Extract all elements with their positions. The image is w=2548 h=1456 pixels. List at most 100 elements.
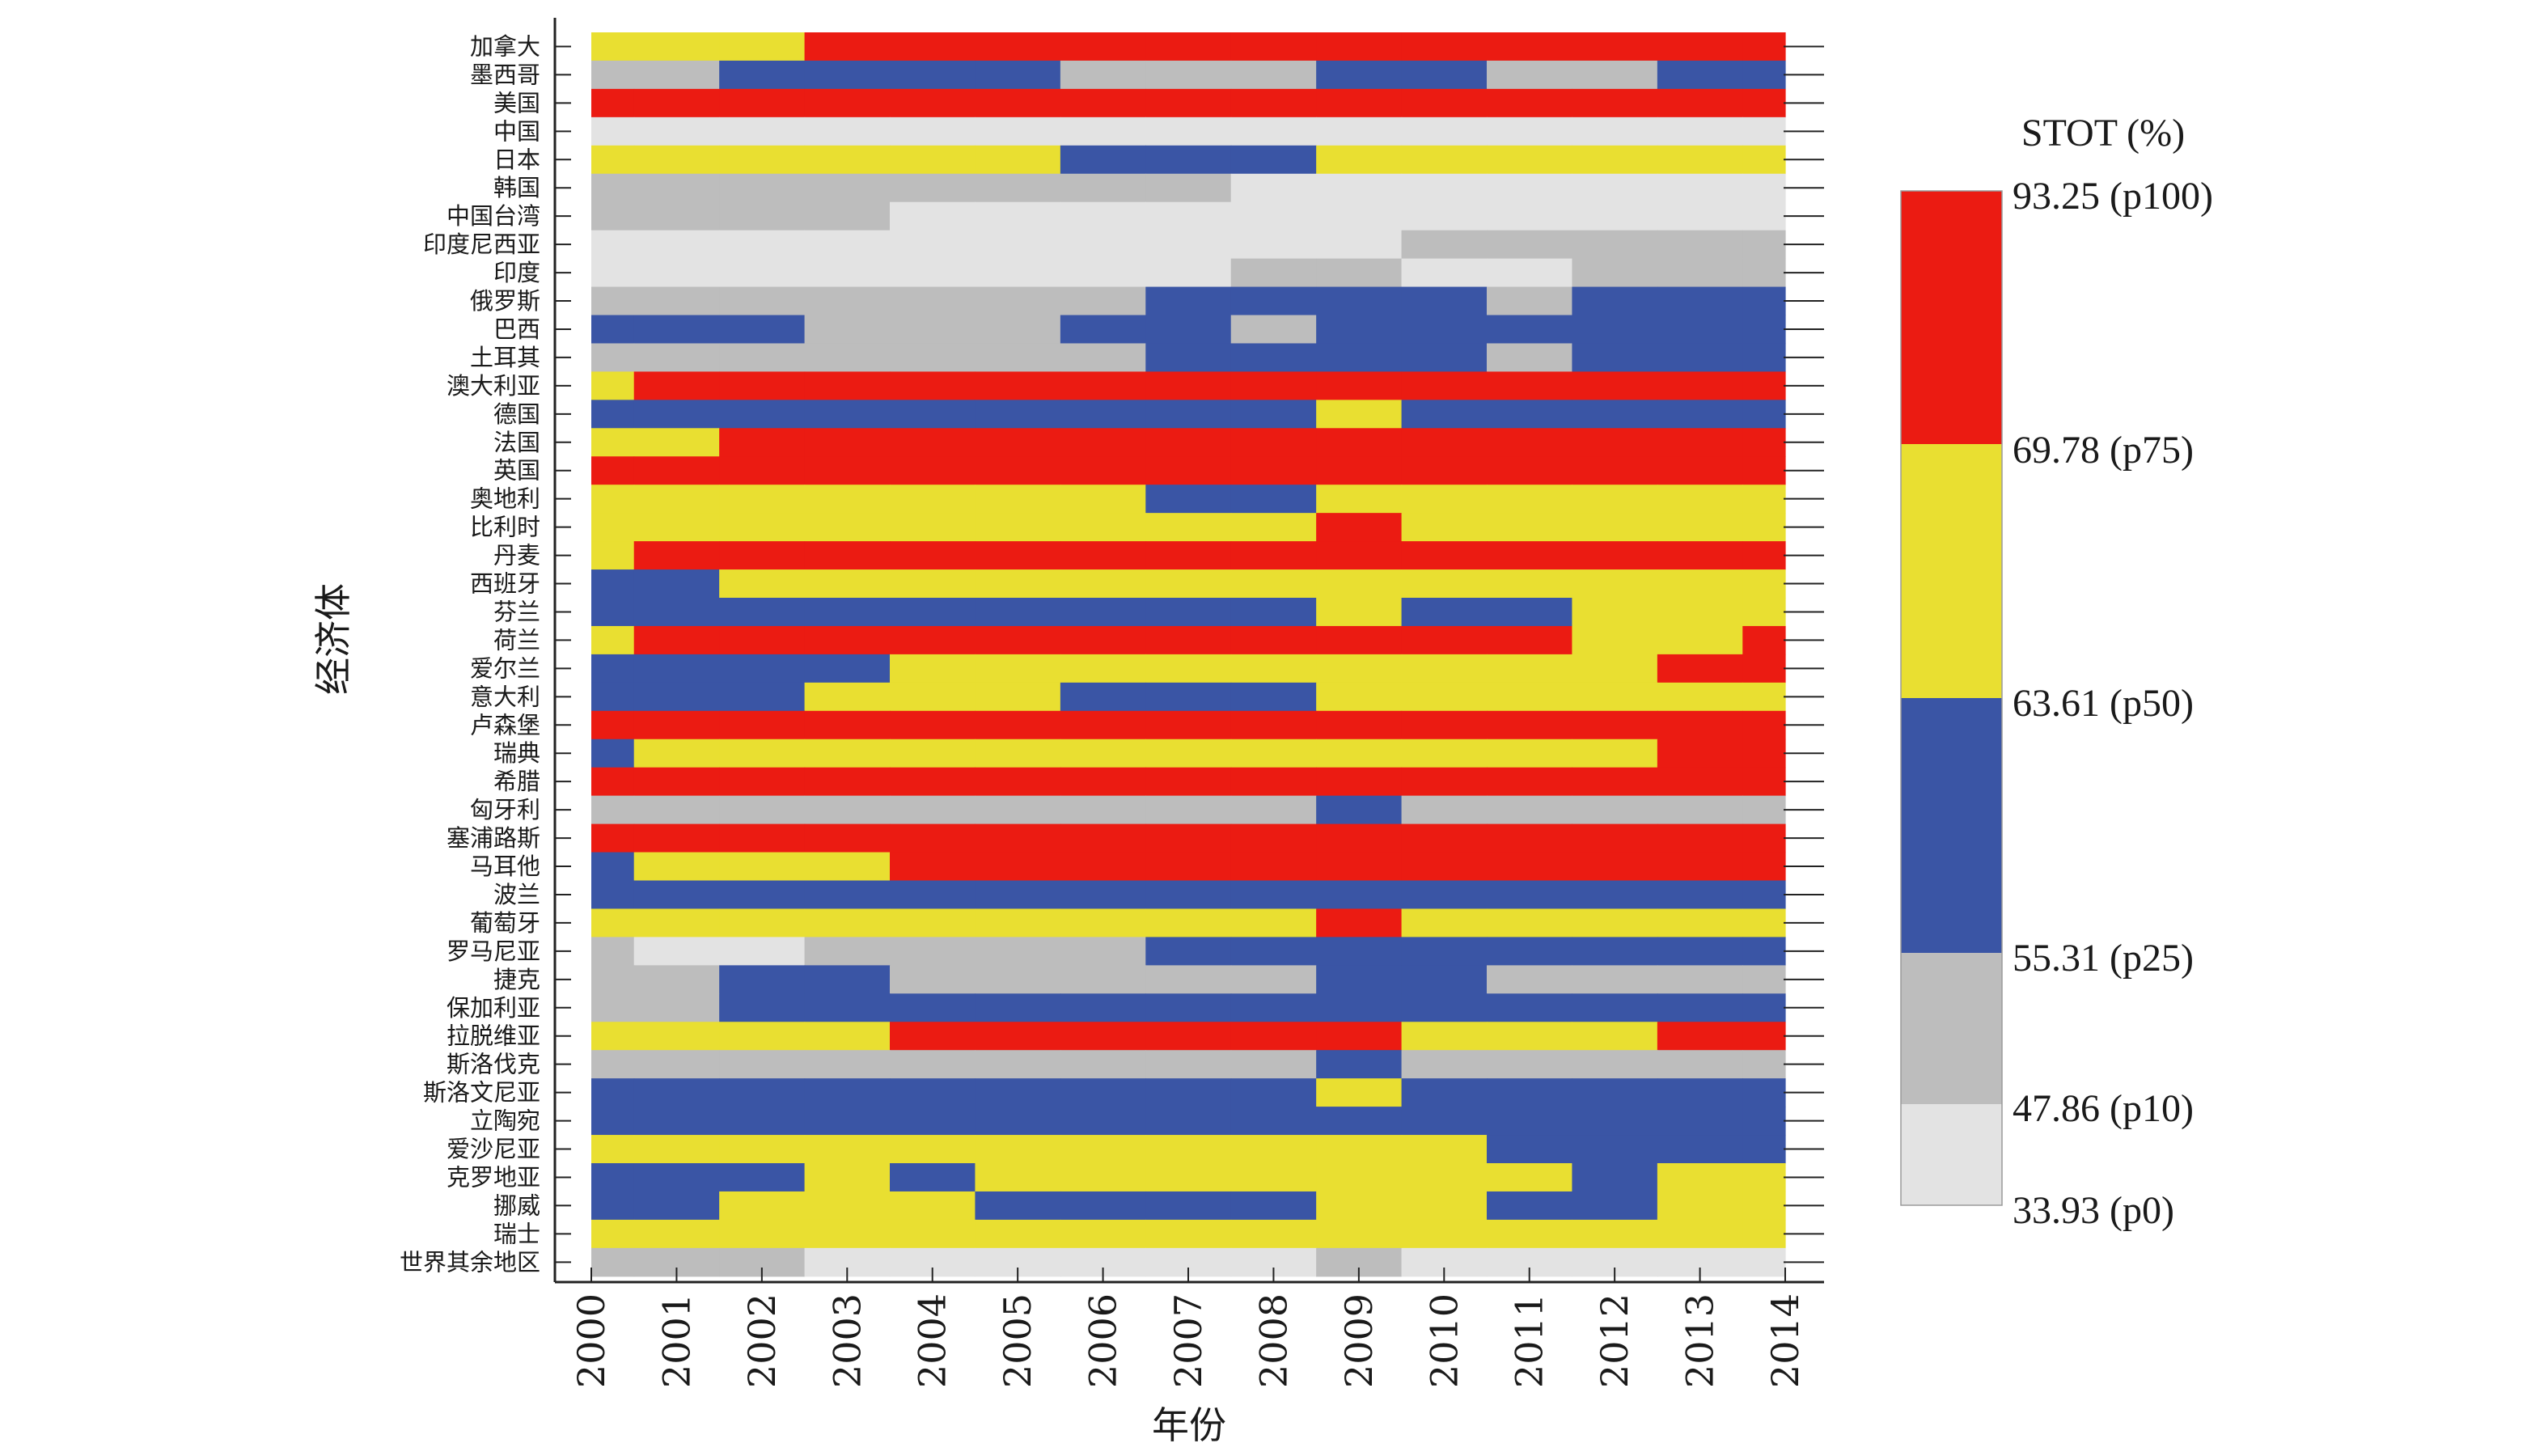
heatmap-cell	[975, 60, 1061, 90]
heatmap-cell	[975, 852, 1061, 882]
heatmap-cell	[1487, 286, 1573, 316]
heatmap-cell	[975, 993, 1061, 1022]
heatmap-cell	[1316, 767, 1403, 797]
heatmap-cell	[1657, 315, 1743, 345]
heatmap-cell	[804, 60, 891, 90]
heatmap-cell	[1742, 400, 1786, 429]
heatmap-cell	[719, 739, 806, 768]
heatmap-cell	[1060, 258, 1146, 288]
heatmap-cell	[1487, 1135, 1573, 1164]
heatmap-cell	[804, 343, 891, 372]
heatmap-cell	[633, 965, 720, 994]
heatmap-cell	[1145, 1078, 1232, 1107]
heatmap-cell	[719, 371, 806, 400]
heatmap-cell	[1401, 908, 1488, 938]
heatmap-cell	[1316, 993, 1403, 1022]
heatmap-cell	[719, 428, 806, 457]
heatmap-cell	[591, 965, 635, 994]
y-tick-label: 印度尼西亚	[423, 231, 540, 258]
heatmap-cell	[1230, 201, 1317, 231]
heatmap-cell	[1316, 343, 1403, 372]
heatmap-cell	[1316, 371, 1403, 400]
legend-label: 55.31 (p25)	[2013, 937, 2194, 980]
heatmap-cell	[1316, 682, 1403, 712]
heatmap-cell	[804, 286, 891, 316]
heatmap-cell	[890, 541, 976, 570]
heatmap-cell	[1145, 739, 1232, 768]
heatmap-cell	[633, 428, 720, 457]
heatmap-cell	[1487, 682, 1573, 712]
heatmap-cell	[719, 880, 806, 910]
heatmap-cell	[591, 710, 635, 740]
heatmap-cell	[1230, 965, 1317, 994]
y-tick-label: 克罗地亚	[447, 1163, 540, 1191]
heatmap-cell	[1487, 908, 1573, 938]
heatmap-cell	[1572, 428, 1658, 457]
heatmap-cell	[1145, 598, 1232, 627]
heatmap-cell	[1316, 428, 1403, 457]
heatmap-cell	[1145, 343, 1232, 372]
heatmap-cell	[1572, 1078, 1658, 1107]
heatmap-cell	[890, 654, 976, 684]
heatmap-cell	[975, 1078, 1061, 1107]
heatmap-cell	[1401, 880, 1488, 910]
heatmap-cell	[1657, 1107, 1743, 1136]
legend-label: 69.78 (p75)	[2013, 429, 2194, 472]
heatmap-cell	[1060, 201, 1146, 231]
heatmap-cell	[1657, 258, 1743, 288]
heatmap-cell	[719, 513, 806, 542]
heatmap-cell	[591, 852, 635, 882]
heatmap-cell	[633, 88, 720, 118]
heatmap-cell	[890, 598, 976, 627]
heatmap-cell	[1657, 230, 1743, 260]
heatmap-cell	[890, 485, 976, 514]
heatmap-cell	[1572, 32, 1658, 61]
heatmap-cell	[591, 315, 635, 345]
y-tick-label: 丹麦	[493, 542, 540, 569]
heatmap-cell	[1060, 60, 1146, 90]
heatmap-cell	[975, 286, 1061, 316]
heatmap-cell	[1742, 1107, 1786, 1136]
heatmap-cell	[1487, 343, 1573, 372]
heatmap-cell	[1742, 258, 1786, 288]
heatmap-cell	[1060, 880, 1146, 910]
heatmap-cell	[1060, 965, 1146, 994]
heatmap-cell	[1230, 428, 1317, 457]
heatmap-cell	[890, 116, 976, 146]
heatmap-cell	[1230, 230, 1317, 260]
heatmap-cell	[975, 1050, 1061, 1079]
heatmap-cell	[1742, 116, 1786, 146]
heatmap-cell	[633, 1078, 720, 1107]
heatmap-cell	[1316, 60, 1403, 90]
heatmap-cell	[1145, 371, 1232, 400]
heatmap-cell	[1487, 993, 1573, 1022]
heatmap-cell	[1230, 541, 1317, 570]
heatmap-cell	[633, 1022, 720, 1051]
heatmap-cell	[890, 795, 976, 825]
heatmap-cell	[1487, 795, 1573, 825]
heatmap-cell	[1487, 173, 1573, 203]
heatmap-cell	[1316, 739, 1403, 768]
heatmap-cell	[975, 173, 1061, 203]
heatmap-cell	[1657, 682, 1743, 712]
heatmap-cell	[633, 1191, 720, 1221]
heatmap-cell	[975, 541, 1061, 570]
heatmap-cell	[1060, 852, 1146, 882]
heatmap-cell	[1572, 116, 1658, 146]
heatmap-cell	[1657, 1050, 1743, 1079]
heatmap-cell	[1316, 937, 1403, 966]
heatmap-cell	[1316, 230, 1403, 260]
heatmap-cell	[1230, 400, 1317, 429]
heatmap-cell	[804, 1050, 891, 1079]
y-axis-title: 经济体	[311, 583, 355, 695]
heatmap-cell	[804, 908, 891, 938]
heatmap-cell	[1487, 1050, 1573, 1079]
heatmap-cell	[591, 1247, 635, 1277]
heatmap-cell	[591, 230, 635, 260]
heatmap-cell	[1742, 767, 1786, 797]
heatmap-cell	[633, 315, 720, 345]
heatmap-cell	[633, 682, 720, 712]
heatmap-cell	[1657, 908, 1743, 938]
legend-border	[1900, 190, 2003, 1206]
heatmap-cell	[1145, 823, 1232, 853]
